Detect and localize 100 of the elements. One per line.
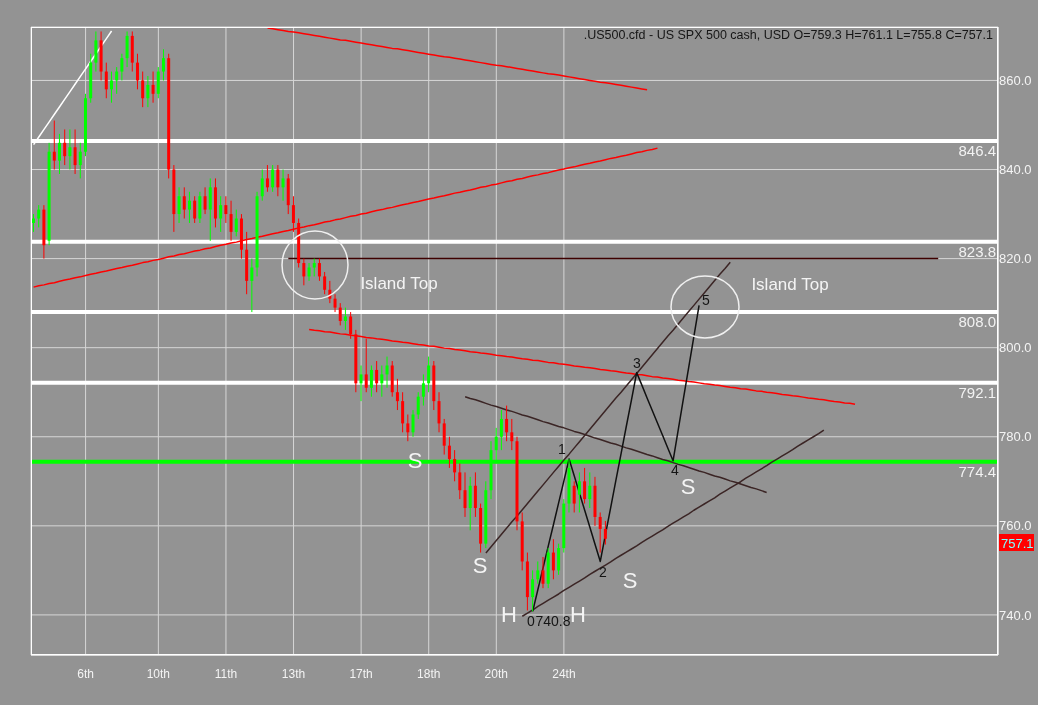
candlestick	[323, 271, 327, 295]
annotation: 4	[671, 462, 680, 478]
candlestick	[411, 409, 415, 438]
candlestick	[260, 169, 264, 202]
x-tick-label: 10th	[146, 666, 171, 681]
candlestick	[73, 128, 77, 175]
x-tick-label: 13th	[281, 666, 306, 681]
candlestick	[437, 391, 441, 433]
candlestick	[473, 471, 477, 518]
candlestick	[156, 66, 160, 99]
candlestick	[447, 436, 451, 469]
annotation: 740.8	[535, 613, 571, 629]
candlestick	[380, 365, 384, 398]
candlestick	[229, 200, 233, 242]
candlestick	[416, 391, 420, 420]
candlestick	[505, 405, 509, 442]
y-tick-label: 780.0	[999, 429, 1032, 445]
candlestick	[369, 365, 373, 398]
annotation: S	[622, 567, 638, 593]
candlestick	[68, 128, 72, 171]
candlestick	[224, 195, 228, 224]
candlestick	[557, 543, 561, 576]
annotation: 5	[702, 292, 711, 308]
candlestick	[598, 511, 602, 554]
annotation: S	[680, 473, 696, 499]
y-tick-label: 740.0	[999, 607, 1032, 623]
x-tick-label: 17th	[349, 666, 373, 681]
y-tick-label: 800.0	[999, 340, 1032, 356]
candlestick	[406, 413, 410, 442]
candlestick	[161, 48, 165, 81]
candlestick	[219, 195, 223, 233]
candlestick	[364, 338, 368, 393]
candlestick	[577, 471, 581, 513]
candlestick	[57, 133, 61, 175]
candlestick	[338, 302, 342, 326]
candlestick	[281, 169, 285, 202]
x-tick-label: 18th	[417, 666, 441, 681]
candlestick	[468, 476, 472, 531]
candlestick	[78, 142, 82, 179]
candlestick	[208, 177, 212, 242]
candlestick	[203, 186, 207, 215]
candlestick	[291, 195, 295, 233]
candlestick	[499, 409, 503, 451]
candlestick	[421, 373, 425, 407]
candlestick	[135, 53, 139, 90]
y-tick-label: 760.0	[999, 518, 1032, 534]
annotation: S	[472, 552, 488, 578]
candlestick	[120, 53, 124, 81]
ref-line-label: 792.1	[958, 383, 996, 401]
candlestick	[603, 520, 607, 546]
line-series	[266, 27, 648, 91]
candlestick	[177, 186, 181, 224]
candlestick	[359, 365, 363, 402]
annotation: Island Top	[360, 273, 438, 293]
candlestick	[52, 120, 56, 171]
candlestick	[572, 480, 576, 513]
candlestick	[125, 30, 129, 68]
candlestick	[276, 164, 280, 197]
candlestick	[265, 164, 269, 193]
candlestick	[182, 186, 186, 220]
candlestick	[458, 462, 462, 500]
x-tick-label: 11th	[214, 666, 238, 681]
candlestick	[401, 391, 405, 433]
annotation: Island Top	[751, 274, 829, 294]
candlestick	[536, 560, 540, 585]
candlestick	[395, 378, 399, 411]
candlestick	[463, 471, 467, 518]
candlestick	[375, 360, 379, 393]
annotation: H	[501, 601, 517, 627]
ref-line-label: 808.0	[958, 313, 996, 331]
candlestick	[302, 258, 306, 286]
candlestick	[317, 258, 321, 282]
candlestick	[193, 195, 197, 224]
candlestick	[250, 258, 254, 313]
candlestick	[151, 71, 155, 104]
candlestick	[343, 307, 347, 331]
y-tick-label: 860.0	[999, 73, 1032, 89]
candlestick	[234, 209, 238, 237]
candlestick	[541, 556, 545, 589]
candlestick	[104, 62, 108, 99]
ref-line-label: 774.4	[958, 462, 996, 480]
candlestick	[63, 128, 67, 166]
annotation: 2	[599, 564, 608, 580]
candlestick	[146, 75, 150, 108]
x-tick-label: 20th	[484, 666, 508, 681]
candlestick	[453, 449, 457, 482]
candlestick	[427, 356, 431, 393]
annotation: H	[570, 601, 586, 627]
ref-line-label: 823.8	[958, 242, 996, 260]
candlestick	[141, 71, 145, 108]
candlestick	[510, 418, 514, 451]
y-tick-label: 840.0	[999, 162, 1032, 178]
candlestick	[442, 418, 446, 456]
candlestick	[271, 164, 275, 193]
candlestick	[198, 191, 202, 224]
candlestick	[37, 204, 41, 228]
candlestick	[588, 471, 592, 509]
x-tick-label: 24th	[552, 666, 576, 681]
annotation: 1	[558, 441, 567, 457]
chart-title: .US500.cfd - US SPX 500 cash, USD O=759.3 H=761.1 L=755.8 C=757.1	[583, 28, 994, 42]
